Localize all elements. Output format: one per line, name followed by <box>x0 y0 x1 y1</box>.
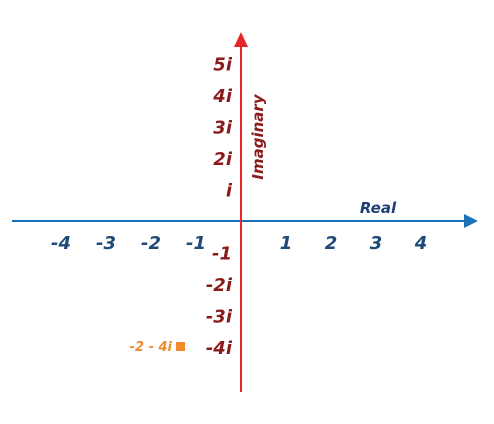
real-tick-label: -1 <box>186 233 206 254</box>
imaginary-tick-label: 5i <box>213 55 233 76</box>
real-tick-labels: -4 -3 -2 -1 1 2 3 4 <box>51 233 427 254</box>
real-tick-label: -2 <box>141 233 161 254</box>
real-tick-label: 4 <box>414 233 428 254</box>
real-tick-label: 2 <box>325 233 338 254</box>
point-label: -2 - 4i <box>130 340 173 355</box>
imaginary-tick-label: -2i <box>206 275 233 296</box>
real-axis-label: Real <box>360 199 397 217</box>
imaginary-axis-arrowhead <box>234 32 248 47</box>
real-tick-label: -4 <box>51 233 71 254</box>
data-points: -2 - 4i <box>130 340 185 355</box>
imaginary-tick-label: -4i <box>206 338 233 359</box>
imaginary-tick-label: -1 <box>212 244 232 265</box>
imaginary-tick-label: 3i <box>213 118 233 139</box>
imaginary-tick-label: 2i <box>213 149 233 170</box>
axes <box>12 32 478 392</box>
real-tick-label: 3 <box>370 233 383 254</box>
imaginary-tick-labels: 5i 4i 3i 2i i -1 -2i -3i -4i <box>206 55 233 360</box>
imaginary-tick-label: 4i <box>212 86 233 107</box>
real-tick-label: 1 <box>280 233 293 254</box>
point-marker <box>176 342 185 351</box>
real-tick-label: -3 <box>96 233 116 254</box>
imaginary-axis-label: Imaginary <box>249 93 267 179</box>
real-axis-arrowhead <box>464 214 478 228</box>
imaginary-tick-label: i <box>226 181 233 202</box>
imaginary-tick-label: -3i <box>206 307 233 328</box>
